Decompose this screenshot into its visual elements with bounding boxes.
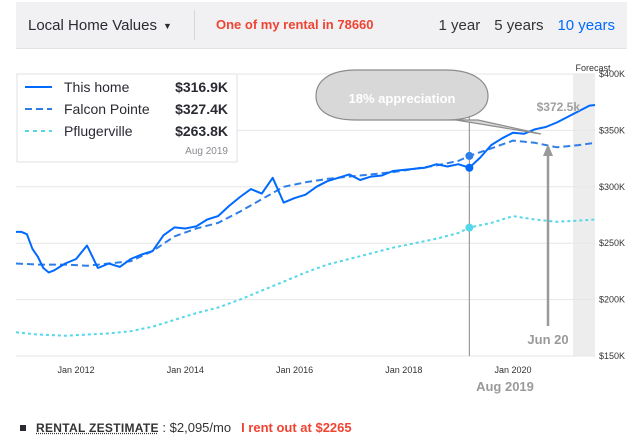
- series-line-this-home: [16, 104, 596, 274]
- legend-label-this-home: This home: [64, 79, 130, 95]
- y-axis: $150K $200K $250K $300K $350K $400K: [599, 69, 625, 361]
- appreciation-callout: 18% appreciation: [315, 69, 542, 135]
- series-lines: [15, 104, 596, 337]
- tab-10-years[interactable]: 10 years: [557, 16, 615, 34]
- x-tick-label: Jan 2012: [58, 365, 95, 375]
- series-line-pflugerville: [15, 215, 596, 337]
- y-tick-label: $200K: [599, 295, 625, 305]
- range-tabs: 1 year 5 years 10 years: [439, 2, 615, 48]
- top-bar: Local Home Values ▼ One of my rental in …: [16, 2, 627, 49]
- rental-zestimate: RENTAL ZESTIMATE : $2,095/mo I rent out …: [20, 420, 352, 435]
- x-axis: Jan 2012 Jan 2014 Jan 2016 Jan 2018 Jan 2020: [58, 365, 532, 375]
- forecast-value-label: $372.5k: [537, 100, 581, 114]
- tab-1-year[interactable]: 1 year: [438, 16, 481, 34]
- x-tick-label: Jan 2014: [167, 365, 204, 375]
- legend-label-pflugerville: Pflugerville: [64, 123, 133, 139]
- tab-5-years[interactable]: 5 years: [494, 16, 544, 34]
- x-tick-label: Jan 2018: [385, 365, 422, 375]
- arrow-month-label: Jun 20: [527, 332, 568, 347]
- current-date-label: Aug 2019: [476, 379, 534, 394]
- y-tick-label: $350K: [599, 125, 625, 135]
- home-value-chart: Jan 2012 Jan 2014 Jan 2016 Jan 2018 Jan 2020…: [15, 63, 625, 394]
- rental-zestimate-separator: :: [158, 420, 170, 435]
- forecast-region: [573, 74, 595, 356]
- legend-value-pflugerville: $263.8K: [175, 123, 228, 139]
- rental-note: I rent out at $2265: [241, 420, 352, 435]
- current-point-this-home: [465, 163, 474, 172]
- divider: [194, 10, 195, 40]
- chevron-down-icon: ▼: [162, 21, 172, 31]
- legend-value-falcon-pointe: $327.4K: [175, 101, 228, 117]
- region-select[interactable]: Local Home Values ▼: [16, 2, 186, 48]
- x-tick-label: Jan 2016: [276, 365, 313, 375]
- month-arrow: [543, 144, 553, 326]
- forecast-label: Forecast: [575, 63, 611, 73]
- y-tick-label: $150K: [599, 351, 625, 361]
- callout-text: 18% appreciation: [349, 91, 456, 106]
- current-points: [465, 151, 474, 232]
- legend-label-falcon-pointe: Falcon Pointe: [64, 101, 150, 117]
- callout-bubble: [315, 69, 542, 135]
- x-tick-label: Jan 2020: [495, 365, 532, 375]
- region-select-label: Local Home Values: [28, 16, 157, 34]
- rental-zestimate-value: $2,095/mo: [169, 420, 232, 435]
- rental-zestimate-label[interactable]: RENTAL ZESTIMATE: [36, 420, 159, 435]
- legend: This home $316.9K Falcon Pointe $327.4K …: [16, 73, 238, 163]
- y-tick-label: $300K: [599, 182, 625, 192]
- legend-date: Aug 2019: [185, 146, 228, 157]
- bullet: [20, 424, 26, 431]
- annotation-note: One of my rental in 78660: [216, 17, 374, 32]
- series-line-falcon-pointe: [15, 139, 596, 267]
- y-tick-label: $400K: [599, 69, 625, 79]
- current-point-falcon-pointe: [465, 151, 474, 160]
- y-tick-label: $250K: [599, 238, 625, 248]
- current-point-pflugerville: [465, 223, 474, 232]
- legend-value-this-home: $316.9K: [175, 79, 228, 95]
